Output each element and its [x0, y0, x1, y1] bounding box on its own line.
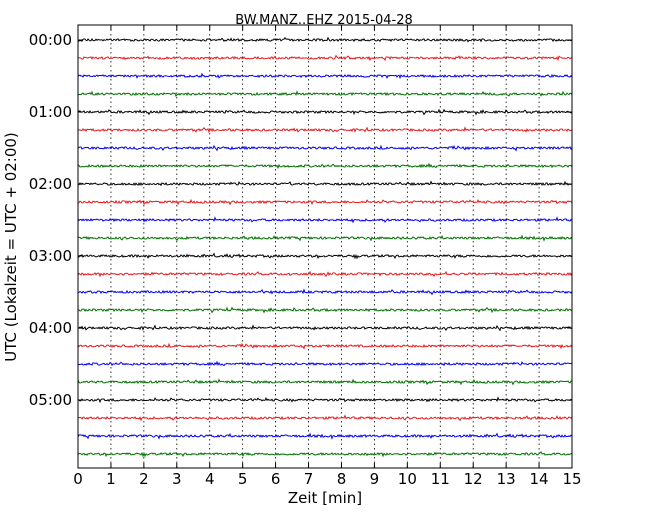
- trace-line: [77, 306, 573, 314]
- trace-line: [77, 198, 573, 206]
- trace-line: [77, 162, 573, 170]
- y-axis-ticks: 00:00 01:00 02:00 03:00 04:00 05:00: [29, 31, 572, 409]
- trace-line: [77, 126, 573, 134]
- trace-line: [77, 180, 573, 187]
- x-tick-label: 14: [530, 470, 549, 488]
- x-tick-label: 1: [106, 470, 116, 488]
- y-tick-label: 05:00: [29, 391, 72, 409]
- x-tick-label: 9: [370, 470, 380, 488]
- trace-line: [77, 342, 573, 350]
- trace-line: [77, 451, 573, 458]
- x-tick-label: 10: [398, 470, 417, 488]
- x-tick-label: 11: [431, 470, 450, 488]
- x-tick-label: 15: [562, 470, 581, 488]
- x-tick-label: 4: [205, 470, 215, 488]
- x-tick-label: 2: [139, 470, 149, 488]
- trace-line: [77, 378, 573, 386]
- x-axis-label: Zeit [min]: [288, 489, 362, 507]
- x-tick-label: 5: [238, 470, 248, 488]
- trace-line: [77, 432, 573, 440]
- y-tick-label: 03:00: [29, 247, 72, 265]
- plot-frame: [77, 24, 573, 469]
- x-tick-label: 6: [271, 470, 281, 488]
- y-tick-label: 04:00: [29, 319, 72, 337]
- x-tick-label: 12: [464, 470, 483, 488]
- chart-title: BW.MANZ..EHZ 2015-04-28: [235, 13, 413, 28]
- trace-line: [77, 414, 573, 422]
- trace-line: [77, 108, 573, 116]
- y-tick-label: 01:00: [29, 103, 72, 121]
- x-axis-ticks: 0 1 2 3 4 5 6 7 8 9 10 11 12 13 14 15: [73, 25, 582, 488]
- seismic-traces: [77, 36, 573, 458]
- trace-line: [77, 144, 573, 152]
- x-tick-label: 8: [337, 470, 347, 488]
- x-tick-label: 7: [304, 470, 314, 488]
- y-tick-label: 00:00: [29, 31, 72, 49]
- trace-line: [77, 72, 573, 80]
- trace-line: [77, 54, 573, 62]
- trace-line: [77, 396, 573, 404]
- trace-line: [77, 360, 573, 367]
- x-tick-label: 13: [497, 470, 516, 488]
- trace-line: [77, 216, 573, 224]
- y-tick-label: 02:00: [29, 175, 72, 193]
- trace-line: [77, 234, 573, 242]
- trace-line: [77, 324, 573, 332]
- x-tick-label: 0: [73, 470, 83, 488]
- x-tick-label: 3: [172, 470, 182, 488]
- trace-line: [77, 90, 573, 98]
- trace-line: [77, 270, 573, 278]
- x-grid: [110, 25, 540, 468]
- trace-line: [77, 288, 573, 296]
- y-axis-label: UTC (Lokalzeit = UTC + 02:00): [2, 132, 20, 362]
- trace-line: [77, 36, 573, 43]
- trace-line: [77, 252, 573, 260]
